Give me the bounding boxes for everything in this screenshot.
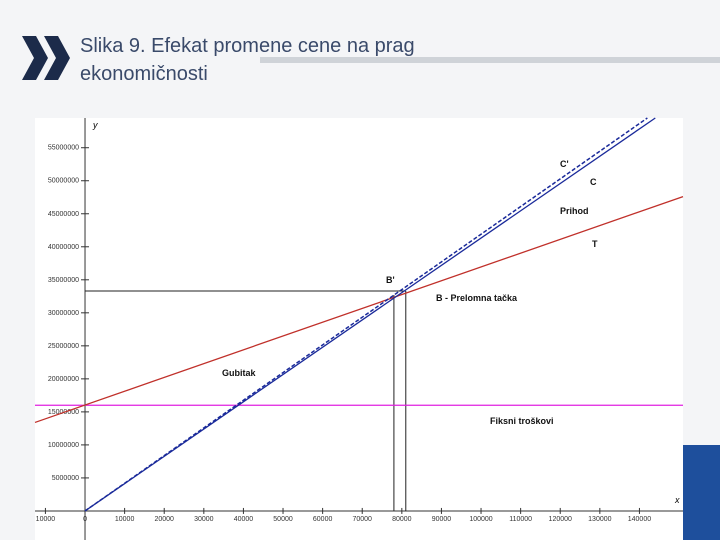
x-tick-label: 60000 xyxy=(313,516,333,523)
x-tick-label: 100000 xyxy=(469,516,492,523)
series-line xyxy=(34,195,684,424)
annotation: C xyxy=(590,177,597,187)
x-tick-label: 10000 xyxy=(115,516,135,523)
y-tick-label: 50000000 xyxy=(48,178,79,185)
y-tick-label: 20000000 xyxy=(48,376,79,383)
corner-block xyxy=(683,445,720,540)
annotation: B - Prelomna tačka xyxy=(436,293,518,303)
x-tick-label: 50000 xyxy=(273,516,293,523)
x-tick-label: 130000 xyxy=(588,516,611,523)
x-tick-label: 140000 xyxy=(628,516,651,523)
y-tick-label: 5000000 xyxy=(52,475,79,482)
annotation: C' xyxy=(560,159,569,169)
annotation: B' xyxy=(386,275,395,285)
annotation: Gubitak xyxy=(222,368,256,378)
x-tick-label: 120000 xyxy=(549,516,572,523)
annotation: Fiksni troškovi xyxy=(490,416,554,426)
plot-background xyxy=(35,118,683,540)
x-tick-label: 0 xyxy=(83,516,87,523)
x-axis-label: x xyxy=(674,495,680,505)
title-line: Slika 9. Efekat promene cene na prag xyxy=(80,35,415,57)
y-tick-label: 10000000 xyxy=(48,442,79,449)
x-tick-label: 110000 xyxy=(509,516,532,523)
x-tick-label: 80000 xyxy=(392,516,412,523)
x-tick-label: 10000 xyxy=(36,516,56,523)
x-tick-label: 40000 xyxy=(234,516,254,523)
annotation: T xyxy=(592,239,598,249)
y-tick-label: 30000000 xyxy=(48,310,79,317)
series-line xyxy=(84,117,648,512)
x-tick-label: 90000 xyxy=(432,516,452,523)
x-tick-label: 30000 xyxy=(194,516,214,523)
x-tick-label: 20000 xyxy=(154,516,174,523)
y-tick-label: 25000000 xyxy=(48,343,79,350)
y-tick-label: 35000000 xyxy=(48,277,79,284)
y-tick-label: 40000000 xyxy=(48,244,79,251)
title-line: ekonomičnosti xyxy=(80,63,208,85)
y-axis-label: y xyxy=(92,120,98,130)
y-tick-label: 55000000 xyxy=(48,145,79,152)
y-tick-label: 45000000 xyxy=(48,211,79,218)
chevron-icon xyxy=(22,36,70,80)
series-line xyxy=(84,117,656,512)
x-tick-label: 70000 xyxy=(352,516,372,523)
annotation: Prihod xyxy=(560,206,589,216)
